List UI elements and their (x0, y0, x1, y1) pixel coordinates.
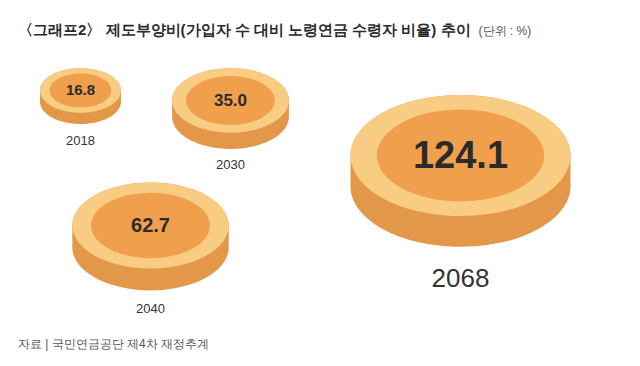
svg-text:2030: 2030 (216, 157, 245, 172)
svg-text:35.0: 35.0 (214, 91, 247, 110)
svg-text:16.8: 16.8 (66, 81, 95, 98)
html-text:자료 | 국민연금공단 제4차 재정추계: 자료 | 국민연금공단 제4차 재정추계 (18, 337, 210, 351)
html-text:〈그래프2〉 제도부양비(가입자 수 대비 노령연금 수령자: 〈그래프2〉 제도부양비(가입자 수 대비 노령연금 수령자 비율) 추이 (18, 21, 471, 38)
svg-text:62.7: 62.7 (131, 214, 170, 236)
svg-text:2018: 2018 (66, 133, 95, 148)
html-text:(단위 : %): (단위 : %) (478, 24, 532, 38)
svg-text:2040: 2040 (136, 301, 165, 316)
svg-text:2068: 2068 (432, 263, 490, 293)
svg-text:124.1: 124.1 (413, 134, 508, 176)
